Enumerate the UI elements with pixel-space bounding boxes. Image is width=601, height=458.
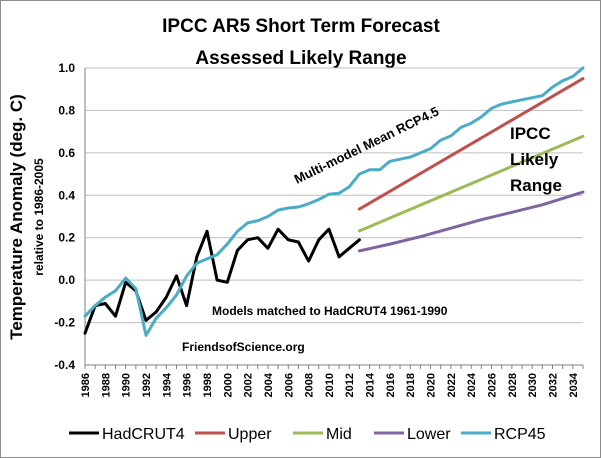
y-tick-label-3: 0.2 — [58, 231, 75, 245]
series-line-lower — [357, 190, 585, 253]
x-tick-label-2012: 2012 — [344, 373, 356, 397]
legend: HadCRUT4 Upper Mid Lower RCP45 — [69, 426, 546, 443]
x-tick-label-2028: 2028 — [507, 373, 519, 397]
y-tick-label-1: -0.2 — [54, 316, 75, 330]
legend-label-upper: Upper — [228, 426, 272, 443]
x-tick-label-2030: 2030 — [527, 373, 539, 397]
x-tick-label-2008: 2008 — [304, 373, 316, 397]
series-line-upper — [357, 77, 585, 211]
x-tick-label-2032: 2032 — [548, 373, 560, 397]
annotation-source: FriendsofScience.org — [182, 340, 305, 354]
annotation-ipcc-line3: Range — [510, 176, 562, 195]
x-tick-label-2000: 2000 — [222, 373, 234, 397]
x-tick-label-1998: 1998 — [202, 373, 214, 397]
x-tick-label-2014: 2014 — [365, 372, 377, 397]
x-tick-label-1996: 1996 — [182, 373, 194, 397]
legend-label-mid: Mid — [326, 426, 352, 443]
annotation-ipcc-line2: Likely — [510, 150, 559, 169]
plot-area: -0.4 -0.2 0.0 0.2 0.4 0.6 0.8 1.0 1986 1988 1990 19… — [54, 61, 585, 397]
legend-label-hadcrut4: HadCRUT4 — [102, 426, 185, 443]
x-tick-label-2018: 2018 — [405, 373, 417, 397]
y-tick-label-2: 0.0 — [58, 273, 75, 287]
y-tick-label-7: 1.0 — [58, 61, 75, 75]
y-tick-label-4: 0.4 — [58, 188, 75, 202]
legend-label-rcp45: RCP45 — [494, 426, 546, 443]
annotation-models-matched: Models matched to HadCRUT4 1961-1990 — [212, 304, 448, 318]
x-tick-label-2034: 2034 — [568, 372, 580, 397]
y-tick-label-5: 0.6 — [58, 146, 75, 160]
x-tick-label-1994: 1994 — [161, 372, 173, 397]
x-tick-label-1990: 1990 — [121, 373, 133, 397]
x-tick-label-1992: 1992 — [141, 373, 153, 397]
x-tick-label-2002: 2002 — [243, 373, 255, 397]
series-line-rcp45 — [83, 66, 585, 337]
legend-label-lower: Lower — [407, 426, 451, 443]
chart-title-line2: Assessed Likely Range — [195, 48, 406, 69]
y-axis-sublabel: relative to 1986-2005 — [32, 158, 46, 276]
x-tick-label-2006: 2006 — [283, 373, 295, 397]
series-line-mid — [357, 134, 585, 233]
y-axis-label: Temperature Anomaly (deg. C) — [7, 94, 26, 340]
x-tick-label-2026: 2026 — [487, 373, 499, 397]
y-tick-label-0: -0.4 — [54, 358, 75, 372]
x-tick-label-1988: 1988 — [100, 373, 112, 397]
chart-title-line1: IPCC AR5 Short Term Forecast — [162, 16, 440, 37]
annotation-ipcc-line1: IPCC — [510, 124, 551, 143]
x-tick-label-2024: 2024 — [466, 372, 478, 397]
x-tick-label-2016: 2016 — [385, 373, 397, 397]
series-line-hadcrut4 — [83, 227, 361, 335]
x-tick-label-1986: 1986 — [80, 373, 92, 397]
x-tick-label-2022: 2022 — [446, 373, 458, 397]
x-tick-label-2010: 2010 — [324, 373, 336, 397]
x-tick-label-2020: 2020 — [426, 373, 438, 397]
x-tick-label-2004: 2004 — [263, 372, 275, 397]
y-tick-label-6: 0.8 — [58, 103, 75, 117]
